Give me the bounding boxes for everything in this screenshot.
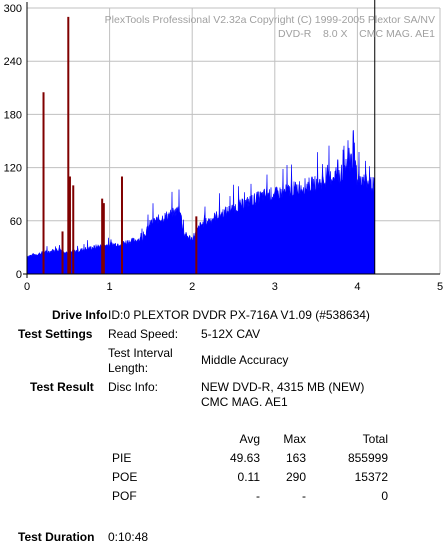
x-tick-label: 0 bbox=[24, 281, 30, 293]
row-total: 0 bbox=[381, 489, 388, 503]
row-name: PIE bbox=[112, 451, 132, 465]
drive-info-label: Drive Info bbox=[52, 308, 108, 322]
pie-poe-chart: PlexTools Professional V2.32a Copyright … bbox=[4, 0, 443, 293]
y-tick-labels: 0 60 120 180 240 300 bbox=[4, 3, 22, 281]
drive-info-value: ID:0 PLEXTOR DVDR PX-716A V1.09 (#538634… bbox=[108, 308, 370, 322]
interval-label-2: Length: bbox=[108, 361, 149, 375]
row-max: - bbox=[302, 489, 306, 503]
row-avg: 49.63 bbox=[229, 451, 260, 465]
x-tick-label: 5 bbox=[437, 281, 443, 293]
row-name: POF bbox=[112, 489, 137, 503]
test-duration-label: Test Duration bbox=[18, 530, 95, 544]
chart-axes bbox=[23, 0, 440, 278]
row-total: 15372 bbox=[354, 470, 388, 484]
col-total-header: Total bbox=[362, 432, 388, 446]
chart-title-line2: DVD-R 8.0 X CMC MAG. AE1 bbox=[278, 28, 435, 40]
row-total: 855999 bbox=[347, 451, 388, 465]
x-tick-label: 2 bbox=[189, 281, 195, 293]
row-max: 290 bbox=[285, 470, 306, 484]
col-avg-header: Avg bbox=[239, 432, 260, 446]
row-max: 163 bbox=[285, 451, 306, 465]
col-max-header: Max bbox=[283, 432, 306, 446]
poe-spikes-series bbox=[42, 16, 198, 274]
row-avg: 0.11 bbox=[237, 470, 260, 484]
interval-label-1: Test Interval bbox=[108, 346, 173, 360]
row-avg: - bbox=[256, 489, 260, 503]
row-name: POE bbox=[112, 470, 138, 484]
y-tick-label: 60 bbox=[10, 216, 22, 228]
x-tick-labels: 0 1 2 3 4 5 bbox=[24, 281, 443, 293]
y-tick-label: 120 bbox=[4, 163, 22, 175]
y-tick-label: 300 bbox=[4, 3, 22, 15]
x-tick-label: 1 bbox=[107, 281, 113, 293]
chart-title-line1: PlexTools Professional V2.32a Copyright … bbox=[105, 14, 435, 26]
pie-area-series bbox=[26, 129, 375, 275]
pie-area bbox=[26, 129, 375, 275]
y-tick-label: 240 bbox=[4, 56, 22, 68]
x-tick-label: 4 bbox=[354, 281, 360, 293]
test-result-label: Test Result bbox=[30, 380, 94, 394]
read-speed-label: Read Speed: bbox=[108, 327, 179, 341]
disc-info-label: Disc Info: bbox=[108, 380, 159, 394]
read-speed-value: 5-12X CAV bbox=[201, 327, 261, 341]
disc-info-value-2: CMC MAG. AE1 bbox=[201, 395, 288, 409]
y-tick-label: 0 bbox=[16, 269, 22, 281]
test-duration-value: 0:10:48 bbox=[108, 530, 149, 544]
x-tick-label: 3 bbox=[272, 281, 278, 293]
test-settings-label: Test Settings bbox=[18, 327, 93, 341]
y-tick-label: 180 bbox=[4, 109, 22, 121]
interval-value: Middle Accuracy bbox=[201, 353, 289, 367]
disc-info-value-1: NEW DVD-R, 4315 MB (NEW) bbox=[201, 380, 365, 394]
